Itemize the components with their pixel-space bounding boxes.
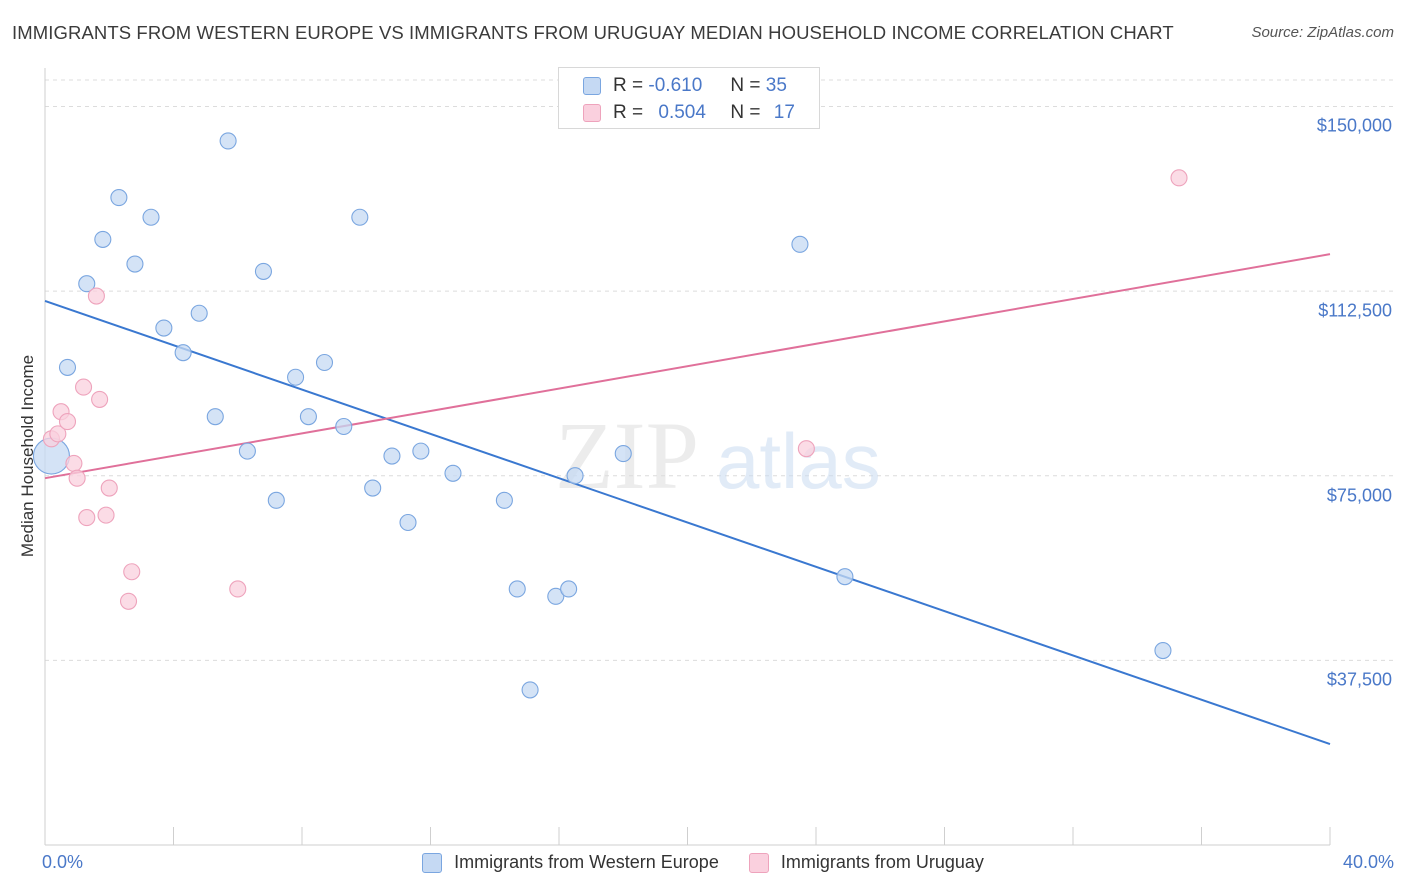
data-point-western-europe — [399, 513, 417, 532]
data-point-uruguay — [68, 469, 86, 487]
watermark-atlas: atlas — [716, 417, 881, 505]
data-point-western-europe — [444, 464, 462, 482]
data-point-uruguay — [119, 592, 138, 610]
y-tick-label: $37,500 — [1326, 669, 1392, 690]
data-point-western-europe — [110, 189, 128, 207]
data-point-western-europe — [78, 275, 96, 293]
chart-title: IMMIGRANTS FROM WESTERN EUROPE VS IMMIGR… — [12, 22, 1174, 43]
source-label: Source: ZipAtlas.com — [1251, 24, 1394, 41]
legend-n-label: N = — [730, 75, 761, 96]
data-point-uruguay — [78, 509, 96, 527]
data-point-western-europe — [614, 445, 632, 463]
data-point-western-europe — [219, 132, 237, 150]
legend-row-western-europe: R = -0.610 N = 35 — [583, 74, 787, 98]
data-point-uruguay — [100, 479, 118, 497]
data-point-western-europe — [94, 230, 112, 248]
trend-line-uruguay — [44, 253, 1331, 480]
legend: R = -0.610 N = 35 R = 0.504 N = 17 — [558, 67, 820, 129]
data-point-western-europe — [560, 580, 578, 598]
data-point-western-europe — [566, 467, 584, 485]
legend-r-label: R = — [613, 75, 644, 96]
bottom-legend-uruguay: Immigrants from Uruguay — [748, 852, 984, 873]
data-point-western-europe — [287, 368, 305, 386]
legend-r-label: R = — [613, 102, 644, 123]
legend-n-label: N = — [730, 102, 761, 123]
legend-swatch-uruguay — [583, 104, 601, 122]
data-point-western-europe — [495, 491, 513, 509]
legend-row-uruguay: R = 0.504 N = 17 — [583, 101, 795, 125]
data-point-uruguay — [65, 454, 83, 472]
data-point-western-europe — [142, 208, 160, 226]
data-point-uruguay — [75, 378, 93, 396]
data-point-western-europe — [335, 417, 353, 436]
data-point-western-europe — [126, 255, 144, 273]
data-point-western-europe — [547, 587, 565, 605]
y-tick-label: $75,000 — [1326, 485, 1392, 506]
legend-swatch-western-europe — [583, 77, 601, 95]
data-point-western-europe — [364, 479, 382, 497]
data-point-western-europe — [174, 344, 192, 362]
bottom-legend-swatch-western-europe — [422, 852, 443, 873]
legend-r-value: 0.504 — [658, 102, 706, 123]
legend-n-value: 35 — [765, 75, 787, 96]
data-point-western-europe — [299, 408, 317, 426]
bottom-legend: Immigrants from Western Europe Immigrant… — [0, 852, 1406, 873]
data-point-uruguay — [58, 413, 77, 431]
data-points — [32, 132, 1188, 699]
data-point-western-europe — [508, 580, 526, 598]
data-point-western-europe — [206, 408, 224, 426]
y-axis-label: Median Household Income — [18, 354, 37, 558]
data-point-uruguay — [49, 425, 67, 443]
x-tick-label-max: 40.0% — [1342, 852, 1394, 872]
trend-line-western-europe — [44, 300, 1331, 746]
data-point-western-europe — [791, 235, 809, 253]
data-point-western-europe — [836, 568, 854, 586]
data-point-uruguay — [87, 287, 105, 305]
y-tick-label: $150,000 — [1316, 115, 1392, 136]
data-point-western-europe — [155, 319, 173, 337]
data-point-western-europe — [351, 208, 369, 226]
data-point-uruguay — [229, 580, 247, 598]
data-point-uruguay — [123, 563, 141, 581]
bottom-legend-label-western-europe: Immigrants from Western Europe — [454, 852, 719, 872]
y-tick-label: $112,500 — [1318, 300, 1392, 321]
data-point-western-europe — [267, 491, 285, 509]
legend-r-value: -0.610 — [648, 75, 703, 96]
data-point-western-europe — [58, 358, 77, 376]
bottom-legend-western-europe: Immigrants from Western Europe — [422, 852, 719, 873]
trend-lines — [44, 253, 1331, 746]
data-point-western-europe — [383, 447, 401, 465]
data-point-uruguay — [797, 440, 815, 458]
x-tick-label-min: 0.0% — [42, 852, 84, 872]
data-point-uruguay — [91, 390, 109, 408]
data-point-western-europe — [238, 442, 256, 460]
data-point-western-europe — [254, 262, 273, 280]
data-point-western-europe — [190, 304, 208, 322]
axes — [44, 68, 1331, 846]
data-point-western-europe — [412, 442, 430, 460]
data-point-western-europe — [315, 353, 334, 372]
data-point-western-europe — [521, 681, 539, 699]
data-point-western-europe — [1154, 641, 1172, 660]
data-point-uruguay — [97, 506, 115, 524]
data-point-uruguay — [1170, 169, 1188, 187]
bottom-legend-label-uruguay: Immigrants from Uruguay — [780, 852, 984, 872]
legend-n-value: 17 — [773, 102, 795, 123]
bottom-legend-swatch-uruguay — [748, 852, 769, 873]
